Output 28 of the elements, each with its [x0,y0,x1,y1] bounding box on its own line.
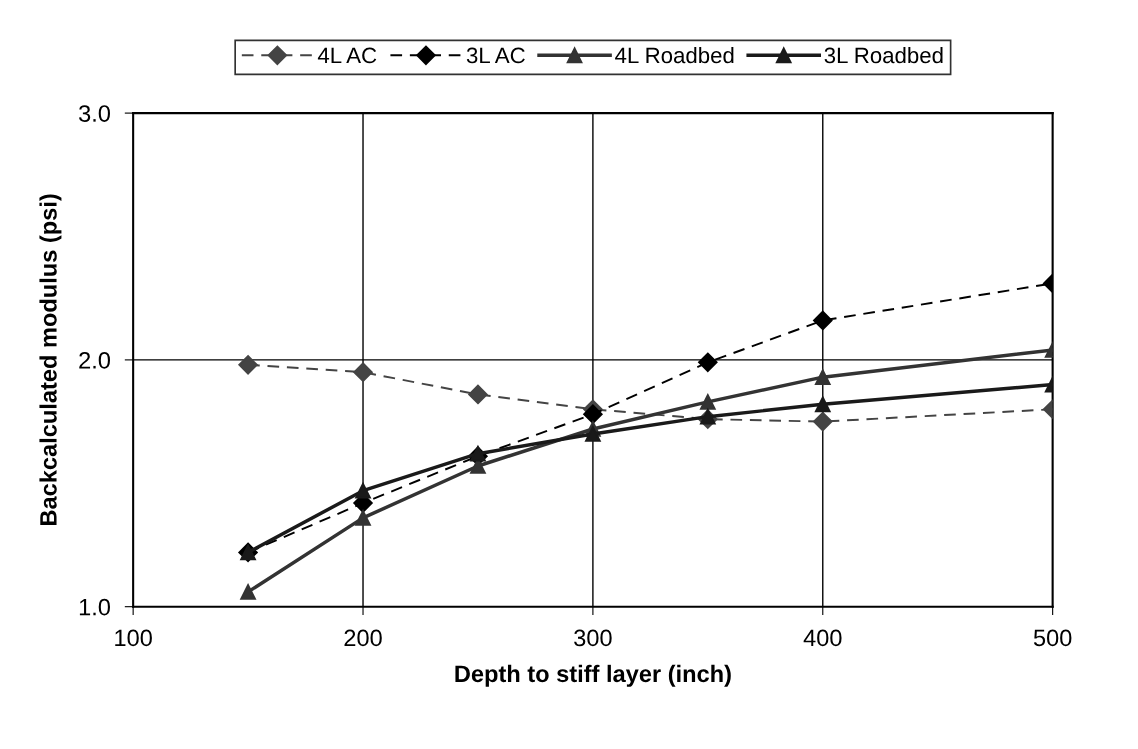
point [353,362,373,382]
point [355,509,371,526]
point [583,404,603,424]
point [813,310,833,331]
legend-label: 4L Roadbed [615,46,734,64]
point [814,396,831,413]
y-tick-label: 3.0 [79,105,110,122]
x-tick-label: 300 [574,629,612,647]
point [585,426,601,442]
y-tick-label: 1.0 [79,598,110,616]
point [699,394,716,410]
legend-label: 3L AC [466,47,525,64]
y-tick-label: 2.0 [79,351,110,369]
point [355,482,371,499]
point [698,352,718,373]
x-tick-label: 200 [344,629,382,647]
point [468,384,488,405]
point [813,411,833,432]
x-tick-label: 100 [115,629,152,647]
legend-label: 3L Roadbed [824,46,943,64]
x-tick-label: 400 [803,629,842,647]
point [240,584,256,600]
y-axis-title: Backcalculated modulus (psi) [39,194,62,525]
legend-label: 4L AC [317,47,377,64]
point [238,355,258,375]
point [814,369,831,386]
x-tick-label: 500 [1033,629,1072,647]
x-axis-title: Depth to stiff layer (inch) [455,664,731,687]
